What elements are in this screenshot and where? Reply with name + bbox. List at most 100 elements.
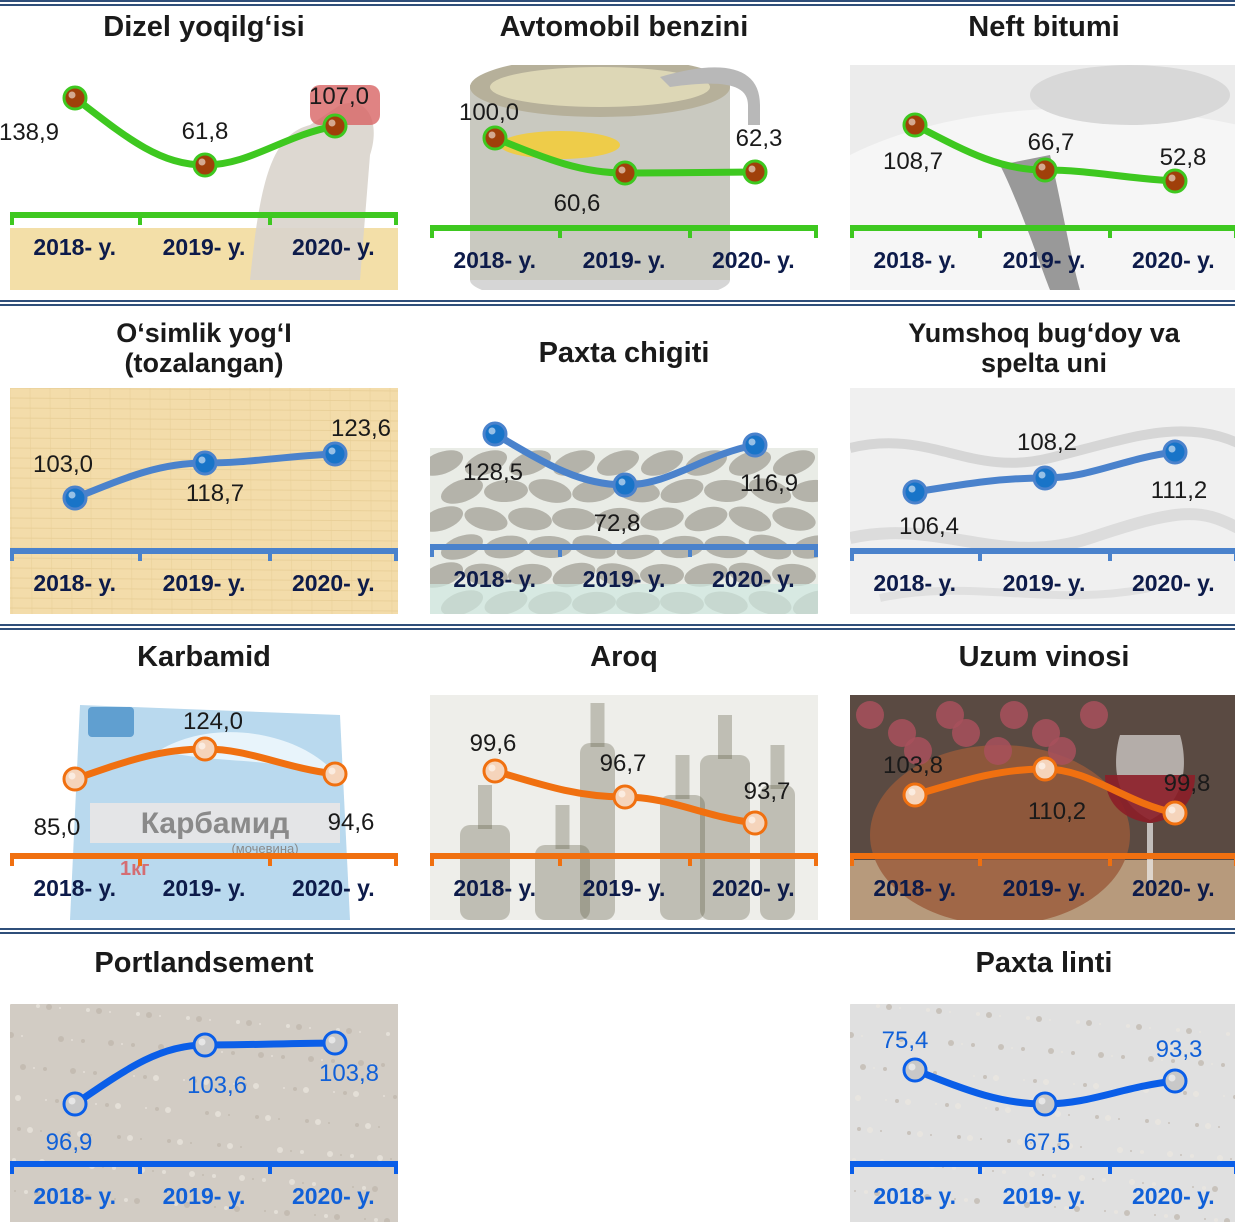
chart-title: O‘simlik yog‘I (tozalangan) [116,318,292,378]
data-point [1162,800,1188,826]
background-shape [1000,701,1028,729]
x-tick-label: 2019- y. [1002,874,1086,901]
x-axis-labels: 2018- y. 2019- y. 2020- y. [850,868,1235,908]
background-shape [1093,1083,1099,1089]
background-shape [152,1170,154,1172]
background-shape [945,1103,949,1107]
data-label: 67,5 [1024,1129,1071,1156]
background-shape [129,388,133,614]
background-shape [165,1107,171,1113]
background-shape [995,1107,999,1111]
background-shape [308,1056,314,1062]
background-shape [1073,1083,1075,1085]
background-shape [193,1079,197,1083]
background-shape [1023,1079,1025,1081]
background-shape [464,563,508,587]
background-shape [904,1194,906,1196]
background-shape [999,1015,1001,1017]
background-shape [1204,1218,1206,1220]
background-shape [209,388,213,614]
background-shape [290,1150,292,1152]
background-shape [310,85,380,125]
background-shape [190,1142,192,1144]
x-axis-labels: 2018- y. 2019- y. 2020- y. [430,559,818,599]
background-shape [343,1091,347,1095]
data-point [192,736,218,762]
background-shape [90,1134,92,1136]
background-shape [590,703,605,747]
background-shape [389,388,393,614]
chart-panel: Portlandsement 96,9 103,6 103,8 2018- y. 2019… [10,946,398,1222]
background-shape [86,1008,90,1012]
background-shape [1117,1147,1123,1153]
background-shape [907,1131,911,1135]
x-axis-labels: 2018- y. 2019- y. 2020- y. [10,1176,398,1216]
background-shape [1111,1055,1113,1057]
background-shape [660,478,704,504]
background-shape [936,1008,942,1014]
background-shape [349,388,353,614]
background-shape [1186,1028,1192,1034]
background-shape [478,785,492,829]
background-shape [1121,1055,1125,1059]
background-shape [1154,1214,1156,1216]
background-shape [1130,1150,1132,1152]
background-shape [974,1198,980,1204]
data-label: 111,2 [1151,477,1208,504]
data-point-highlight [908,485,916,493]
background-shape [289,388,293,614]
background-shape [1205,1123,1211,1129]
background-shape [177,1139,183,1145]
background-shape [10,567,398,572]
background-shape [850,1032,854,1038]
background-shape [596,563,640,587]
background-shape [10,477,398,482]
background-shape [1033,1079,1037,1083]
background-shape [1152,1182,1156,1186]
background-shape [1029,1171,1035,1177]
background-shape [985,1107,987,1109]
background-shape [278,1118,280,1120]
data-point-highlight [198,158,206,166]
background-shape [1218,1126,1220,1128]
background-shape [333,1091,335,1093]
chart-title: Portlandsement [94,947,314,979]
background-shape [127,1135,133,1141]
background-shape [580,743,615,920]
background-shape [369,388,373,614]
x-tick-label: 2018- y. [873,874,957,901]
background-shape [134,1198,140,1204]
background-shape [33,1067,35,1069]
background-shape [371,1063,373,1065]
data-label: 108,2 [1017,429,1077,456]
line-chart: 106,4 108,2 111,2 [850,429,1235,561]
background-shape [1055,1111,1061,1117]
background-shape [255,1115,259,1119]
background-shape [430,584,818,614]
background-shape [955,1103,961,1109]
background-shape [365,1123,371,1129]
background-shape [876,1004,880,1008]
data-point-highlight [68,1097,76,1105]
chart-title: Karbamid [137,641,271,673]
background-shape [189,388,193,614]
background-shape [362,1186,366,1190]
background-shape [1098,1052,1104,1058]
background-shape [14,1190,16,1192]
background-shape [81,1039,85,1043]
background-shape [58,1036,64,1042]
row-separator [0,300,1235,306]
background-shape [269,388,273,614]
background-shape [277,1147,283,1153]
x-tick-label: 2018- y. [33,233,117,260]
background-shape [935,1103,937,1105]
background-shape [212,1174,216,1178]
background-shape [528,479,572,503]
background-shape [1032,719,1060,747]
line-chart: 100,0 60,6 62,3 [430,99,818,238]
background-shape [1095,1115,1099,1119]
x-axis-labels: 2018- y. 2019- y. 2020- y. [430,868,818,908]
chart-panel: Paxta chigiti 128,5 72,8 116,9 2018- y. 2019-… [430,318,818,614]
background-shape [986,1012,992,1018]
background-shape [1198,1060,1204,1066]
